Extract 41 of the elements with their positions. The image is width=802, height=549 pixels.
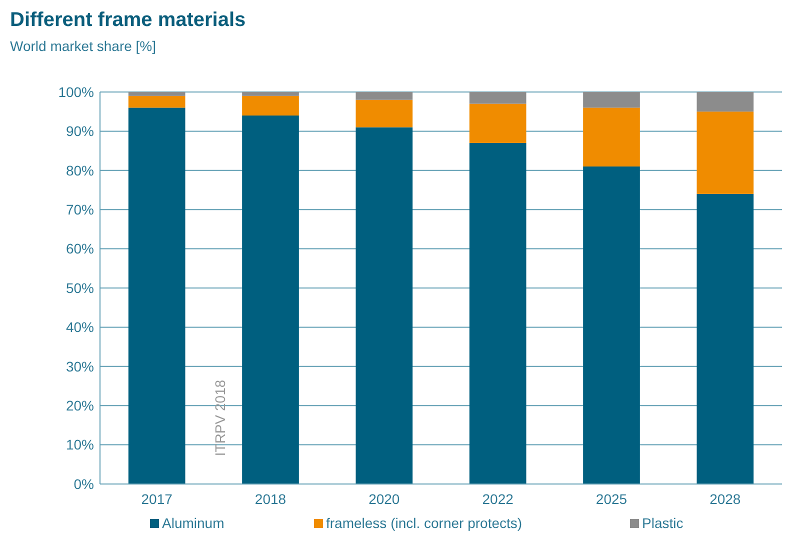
bar <box>469 142 526 484</box>
bar <box>583 92 640 108</box>
x-tick-label: 2025 <box>596 491 628 507</box>
y-tick-label: 50% <box>66 280 94 296</box>
y-tick-label: 30% <box>66 358 94 374</box>
y-tick-label: 40% <box>66 319 94 336</box>
annotation: ITRPV 2018 <box>212 380 228 456</box>
x-tick-label: 2017 <box>141 491 173 507</box>
bar <box>356 127 413 484</box>
y-tick-label: 70% <box>66 202 94 218</box>
x-tick-label: 2028 <box>710 491 741 507</box>
bar <box>696 92 754 112</box>
x-tick-label: 2018 <box>254 491 286 507</box>
legend-label: Plastic <box>642 515 684 531</box>
chart-title: Different frame materials <box>10 9 246 31</box>
bar <box>696 194 754 484</box>
y-tick-label: 60% <box>66 240 94 257</box>
bar <box>356 92 413 100</box>
bar <box>128 108 186 484</box>
y-tick-label: 90% <box>66 123 94 140</box>
bar <box>242 116 299 484</box>
bar <box>128 92 186 96</box>
y-tick-label: 100% <box>58 84 94 100</box>
y-tick-label: 0% <box>74 476 94 492</box>
legend-label: Aluminum <box>162 515 224 531</box>
x-tick-label: 2022 <box>482 491 514 507</box>
bar <box>583 166 640 484</box>
chart-subtitle: World market share [%] <box>10 38 156 54</box>
bar <box>128 96 186 108</box>
y-tick-label: 10% <box>66 436 94 453</box>
bar <box>242 92 299 96</box>
bar <box>242 96 299 116</box>
bar <box>356 100 413 128</box>
bar <box>469 104 526 143</box>
y-tick-label: 80% <box>66 162 94 178</box>
x-tick-label: 2020 <box>368 491 400 507</box>
bar <box>469 92 526 104</box>
legend-label: frameless (incl. corner protects) <box>326 515 522 531</box>
bar <box>696 112 754 194</box>
y-tick-label: 20% <box>66 398 94 414</box>
bar <box>583 108 640 166</box>
